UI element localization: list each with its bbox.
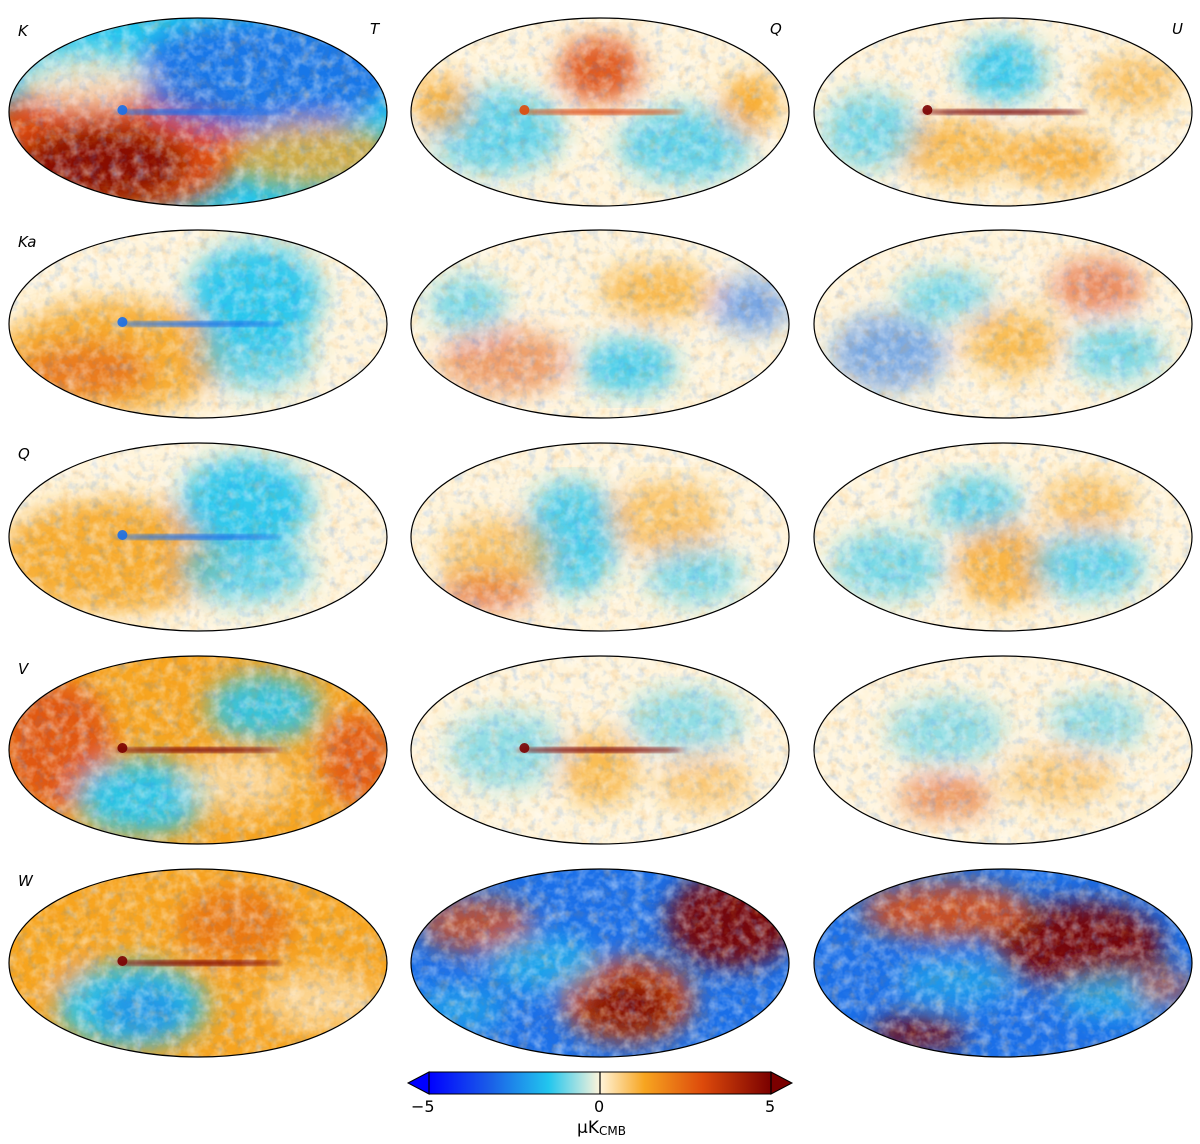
map-panel-v-t <box>9 656 387 844</box>
map-panel-q-t <box>9 443 387 631</box>
map-panel-v-u <box>814 656 1192 844</box>
colorbar-unit: μKCMB <box>577 1118 626 1138</box>
colorbar: −5 0 5 μKCMB <box>405 1068 795 1144</box>
map-outline <box>410 229 790 419</box>
map-outline <box>8 868 388 1058</box>
map-panel-k-t <box>9 18 387 206</box>
colorbar-extend-low <box>406 1071 430 1095</box>
band-label-q: Q <box>18 445 30 463</box>
map-outline <box>813 868 1193 1058</box>
map-outline <box>813 229 1193 419</box>
map-outline <box>813 17 1193 207</box>
stokes-label-t: T <box>370 20 380 38</box>
map-panel-w-u <box>814 869 1192 1057</box>
colorbar-tick-label-max: 5 <box>765 1097 776 1116</box>
map-outline <box>410 442 790 632</box>
map-panel-w-t <box>9 869 387 1057</box>
map-panel-q-q <box>411 443 789 631</box>
band-label-w: W <box>18 872 33 890</box>
map-panel-k-u <box>814 18 1192 206</box>
map-outline <box>8 17 388 207</box>
colorbar-tick-label-min: −5 <box>411 1097 435 1116</box>
map-panel-ka-q <box>411 230 789 418</box>
map-outline <box>813 655 1193 845</box>
colorbar-extend-high <box>770 1071 794 1095</box>
stokes-label-u: U <box>1172 20 1183 38</box>
map-outline <box>8 229 388 419</box>
map-outline <box>8 655 388 845</box>
colorbar-unit-prefix: μK <box>577 1118 599 1138</box>
map-panel-k-q <box>411 18 789 206</box>
map-outline <box>410 868 790 1058</box>
map-panel-ka-u <box>814 230 1192 418</box>
band-label-ka: Ka <box>18 233 37 251</box>
colorbar-unit-sub: CMB <box>598 1124 626 1138</box>
map-panel-q-u <box>814 443 1192 631</box>
colorbar-scale <box>406 1071 794 1095</box>
stokes-label-q: Q <box>770 20 782 38</box>
map-outline <box>410 17 790 207</box>
band-label-k: K <box>18 22 28 40</box>
map-outline <box>8 442 388 632</box>
map-panel-w-q <box>411 869 789 1057</box>
map-panel-v-q <box>411 656 789 844</box>
map-panel-ka-t <box>9 230 387 418</box>
map-outline <box>410 655 790 845</box>
colorbar-tick-label-zero: 0 <box>594 1097 605 1116</box>
map-outline <box>813 442 1193 632</box>
band-label-v: V <box>18 660 29 678</box>
